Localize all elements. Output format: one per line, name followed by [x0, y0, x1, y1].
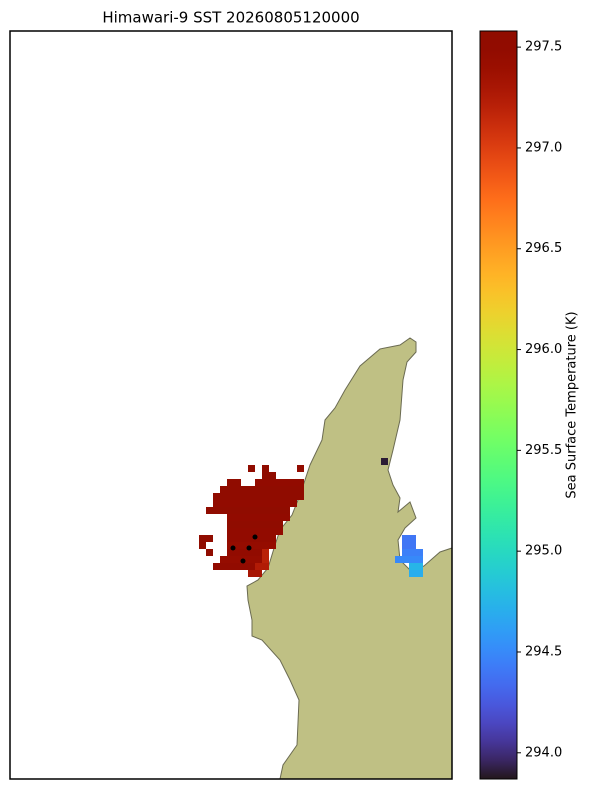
- sst-cell: [262, 556, 269, 563]
- sst-cell: [213, 493, 304, 500]
- sst-cell: [227, 549, 262, 556]
- sst-cell: [206, 507, 290, 514]
- station: [230, 545, 236, 551]
- colorbar-tick-label: 297.0: [525, 140, 562, 155]
- sst-cell: [248, 570, 262, 577]
- sst-cell: [227, 535, 276, 542]
- sst-cell: [199, 542, 206, 549]
- sst-cell: [409, 570, 423, 577]
- land: [246, 337, 453, 780]
- sst-cell: [402, 535, 416, 542]
- sst-cell: [262, 472, 276, 479]
- sst-cell: [213, 500, 297, 507]
- sst-cell: [262, 465, 269, 472]
- stations: [230, 534, 258, 564]
- map: [199, 337, 453, 780]
- colorbar-tick-label: 294.0: [525, 745, 562, 760]
- sst-cell: [255, 563, 269, 570]
- sst-cell: [227, 528, 283, 535]
- sst-cell: [220, 486, 304, 493]
- sst-cell: [409, 563, 423, 570]
- station: [246, 545, 252, 551]
- station: [240, 558, 246, 564]
- sst-cell: [255, 479, 304, 486]
- chart-title: Himawari-9 SST 20260805120000: [102, 9, 359, 27]
- sst-cell: [402, 549, 423, 556]
- sst-cell: [402, 542, 416, 549]
- sst-cell: [395, 556, 423, 563]
- sst-cell: [206, 549, 213, 556]
- colorbar-tick-label: 297.5: [525, 40, 562, 55]
- colorbar-label: Sea Surface Temperature (K): [565, 311, 580, 498]
- station: [252, 534, 258, 540]
- colorbar: [479, 30, 518, 780]
- sst-cell: [227, 542, 276, 549]
- sst-cell: [213, 563, 255, 570]
- colorbar-tick-label: 296.5: [525, 241, 562, 256]
- map-frame: [9, 30, 453, 780]
- colorbar-tick-label: 294.5: [525, 644, 562, 659]
- sst-cell: [227, 514, 290, 521]
- colorbar-tick-label: 296.0: [525, 342, 562, 357]
- sst-cell: [199, 535, 213, 542]
- sst-cell: [227, 521, 283, 528]
- colorbar-tick-label: 295.5: [525, 443, 562, 458]
- sst-cell: [297, 465, 304, 472]
- sst-cell: [227, 479, 241, 486]
- sst-cell: [248, 465, 255, 472]
- sst-cell: [381, 458, 388, 465]
- colorbar-tick-label: 295.0: [525, 544, 562, 559]
- sst-cell: [262, 549, 269, 556]
